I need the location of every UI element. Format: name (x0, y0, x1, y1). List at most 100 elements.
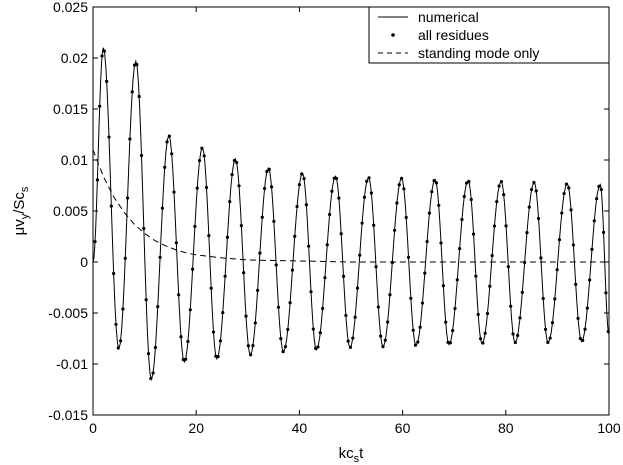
residue-dot (165, 140, 169, 144)
residue-dot (550, 321, 555, 325)
residue-dot (274, 263, 278, 267)
residue-dot (276, 305, 281, 309)
legend-box (368, 6, 610, 64)
residue-dot (311, 327, 315, 331)
residue-dot (314, 346, 318, 350)
y-tick-label: -0.005 (48, 305, 88, 321)
y-tick-label: -0.01 (56, 356, 88, 372)
residue-dot (585, 306, 589, 310)
residue-dot (334, 176, 339, 181)
residue-dot (302, 176, 306, 181)
residue-dot (125, 196, 130, 200)
residue-dot (283, 345, 288, 349)
residue-dot (511, 332, 515, 336)
residue-dot (142, 226, 146, 231)
residue-dot (237, 184, 241, 188)
residue-dot (425, 239, 429, 244)
residue-dot (581, 338, 585, 342)
legend-residues-label: all residues (418, 27, 489, 43)
residue-dot (606, 329, 610, 334)
plot-area (92, 6, 610, 416)
residue-dot (362, 195, 367, 199)
residue-dot (583, 327, 587, 331)
residue-dot (163, 165, 167, 169)
residue-dot (253, 321, 257, 325)
residue-dot (485, 311, 490, 316)
residue-dot (332, 176, 336, 180)
y-tick-label: 0.025 (53, 0, 88, 15)
residue-dot (534, 189, 538, 193)
standing-mode-curve (92, 149, 609, 263)
residue-dot (256, 288, 260, 292)
residue-dot (341, 274, 346, 278)
residue-dot (172, 190, 176, 194)
residue-dot (221, 311, 225, 315)
residue-dot (179, 335, 183, 339)
residue-dot (399, 176, 404, 180)
x-axis-label: kcst (339, 445, 365, 465)
residue-dot (300, 172, 304, 176)
curves-group (92, 47, 610, 382)
residue-dot (218, 339, 223, 343)
residue-dot (216, 354, 220, 359)
residue-dot (137, 94, 141, 99)
residue-dot (318, 331, 322, 335)
residue-dot (495, 200, 499, 204)
residue-dot (376, 305, 380, 309)
residue-dot (474, 274, 478, 278)
residue-dot (365, 179, 369, 183)
residue-dot (144, 298, 148, 302)
residue-dot (597, 184, 601, 188)
residue-dot (246, 344, 250, 348)
residue-dot (351, 336, 355, 340)
residue-dot (204, 185, 209, 190)
residue-dot (105, 79, 109, 83)
residue-dot (532, 180, 536, 185)
residue-dot (149, 376, 153, 381)
residue-dot (295, 204, 299, 209)
residue-dot (406, 255, 411, 259)
residue-dot (249, 353, 253, 357)
residue-dot (190, 267, 195, 271)
residue-dot (483, 331, 487, 335)
residue-dot (595, 197, 599, 201)
residue-dot (448, 341, 452, 345)
x-tick-label: 60 (395, 420, 411, 436)
legend-residues-marker (391, 33, 395, 37)
residue-dot (509, 304, 513, 308)
residue-dot (321, 306, 325, 311)
residue-dot (599, 187, 603, 192)
residue-dot (230, 173, 234, 177)
residue-dot (307, 244, 311, 248)
residue-dot (516, 333, 520, 338)
residue-dot (604, 291, 608, 295)
residue-dot (455, 278, 459, 282)
residue-dot (592, 219, 596, 223)
residue-dot (518, 316, 522, 320)
residue-dot (458, 247, 462, 251)
residue-dot (225, 235, 230, 239)
residue-dot (444, 320, 448, 324)
residue-dot (123, 256, 127, 260)
residue-dot (488, 284, 492, 288)
residue-dot (186, 339, 190, 344)
residue-dot (571, 243, 576, 247)
residue-dot (439, 241, 443, 245)
residue-dot (478, 337, 483, 341)
residue-dot (569, 208, 573, 212)
residue-dot (267, 167, 271, 171)
residue-dot (411, 328, 415, 332)
residue-dot (467, 180, 471, 184)
residue-dot (170, 152, 174, 156)
residue-dot (502, 193, 506, 197)
residue-dot (536, 216, 541, 221)
residue-dot (576, 316, 580, 321)
residue-dot (293, 234, 297, 238)
residue-dot (200, 146, 204, 150)
residue-dot (525, 231, 529, 235)
residue-dot (523, 260, 527, 265)
residue-dot (481, 341, 485, 345)
residue-dot (369, 191, 373, 195)
residue-dot (543, 327, 548, 332)
residue-dot (265, 169, 269, 174)
